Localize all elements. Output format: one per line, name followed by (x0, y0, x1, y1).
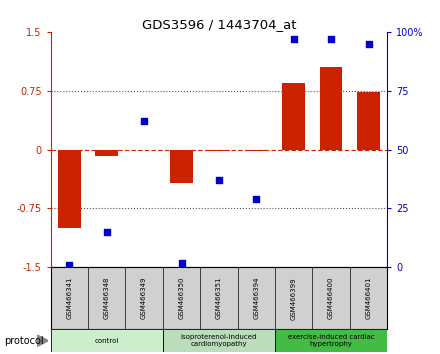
Title: GDS3596 / 1443704_at: GDS3596 / 1443704_at (142, 18, 296, 31)
Text: GSM466341: GSM466341 (66, 277, 72, 320)
Bar (320, 67, 342, 149)
Bar (163, 329, 275, 352)
Point (327, 36, 335, 42)
Text: GSM466350: GSM466350 (179, 277, 184, 320)
Bar (282, 83, 305, 149)
Bar (170, 149, 193, 183)
Text: control: control (95, 338, 119, 344)
Point (103, 229, 110, 235)
Text: GSM466351: GSM466351 (216, 277, 222, 320)
Text: GSM466349: GSM466349 (141, 277, 147, 320)
Point (365, 41, 372, 46)
Point (66, 262, 73, 268)
Bar (58, 149, 81, 228)
Point (141, 119, 148, 124)
Text: GSM466400: GSM466400 (328, 277, 334, 320)
Text: protocol: protocol (4, 336, 44, 346)
Text: GSM466401: GSM466401 (366, 277, 371, 320)
Point (290, 36, 297, 42)
Text: GSM466399: GSM466399 (291, 277, 297, 320)
Bar (51, 329, 163, 352)
Bar (208, 149, 230, 151)
Bar (357, 92, 380, 149)
Bar (245, 149, 268, 151)
Bar (275, 329, 387, 352)
Point (216, 177, 222, 183)
Text: isoproterenol-induced
cardiomyopathy: isoproterenol-induced cardiomyopathy (181, 334, 257, 347)
Bar (95, 149, 118, 156)
Text: GSM466348: GSM466348 (104, 277, 110, 320)
Polygon shape (37, 335, 48, 346)
Text: GSM466394: GSM466394 (253, 277, 259, 320)
Point (253, 196, 260, 202)
Text: exercise-induced cardiac
hypertrophy: exercise-induced cardiac hypertrophy (288, 334, 374, 347)
Point (178, 260, 185, 266)
